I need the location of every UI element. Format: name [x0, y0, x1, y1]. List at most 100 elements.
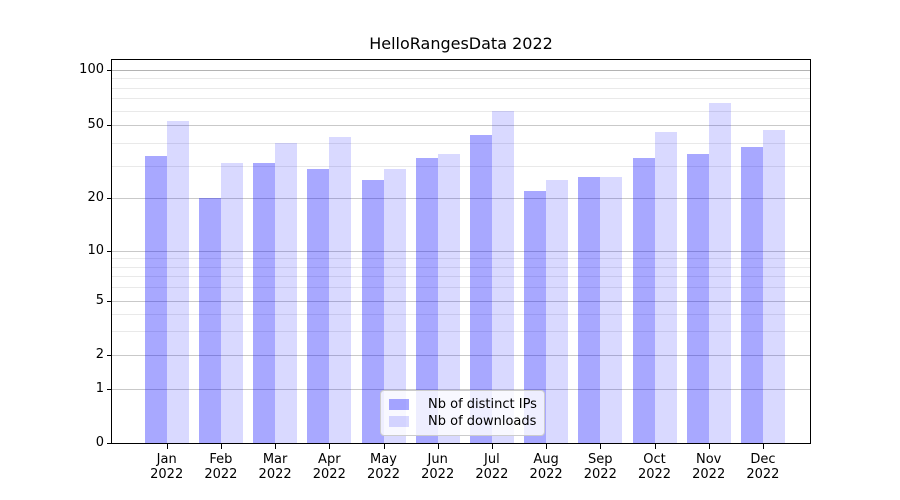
bar-nov-downloads: [708, 103, 731, 443]
gridline-major-1: [112, 388, 810, 390]
y-tick-label-1: 1: [95, 380, 104, 396]
gridline-minor-6: [112, 287, 810, 289]
x-label-year-dec: 2022: [746, 467, 780, 482]
x-label-month-aug: Aug: [533, 452, 559, 467]
x-label-month-oct: Oct: [643, 452, 666, 467]
bar-oct-distinct-ips: [632, 158, 655, 443]
bar-dec-distinct-ips: [740, 147, 763, 443]
bar-aug-distinct-ips: [524, 190, 547, 443]
gridline-major-50: [112, 125, 810, 127]
x-label-year-jun: 2022: [421, 467, 455, 482]
plot-area: Nb of distinct IPs Nb of downloads: [111, 59, 811, 444]
gridline-minor-40: [112, 143, 810, 144]
x-tick-jun: [437, 444, 439, 449]
bar-aug-downloads: [546, 180, 569, 443]
x-label-year-jul: 2022: [475, 467, 509, 482]
x-tick-label-jul: Jul 2022: [457, 452, 527, 482]
x-label-year-feb: 2022: [204, 467, 238, 482]
x-label-month-jan: Jan: [156, 452, 177, 467]
bar-mar-distinct-ips: [253, 163, 276, 443]
gridline-minor-4: [112, 313, 810, 315]
gridline-major-10: [112, 250, 810, 252]
x-tick-label-may: May 2022: [349, 452, 419, 482]
x-label-month-nov: Nov: [696, 452, 722, 467]
gridline-minor-9: [112, 258, 810, 260]
y-tick-10: [107, 250, 112, 252]
x-tick-feb: [220, 444, 222, 449]
x-tick-oct: [654, 444, 656, 449]
gridline-major-20: [112, 198, 810, 200]
legend-swatch-downloads: [389, 416, 409, 427]
y-tick-2: [107, 355, 112, 357]
x-label-year-oct: 2022: [637, 467, 672, 482]
x-label-month-mar: Mar: [262, 452, 288, 467]
bar-jan-distinct-ips: [144, 156, 167, 443]
gridline-minor-70: [112, 98, 810, 100]
x-tick-label-apr: Apr 2022: [294, 452, 364, 482]
gridline-minor-90: [112, 78, 810, 80]
y-tick-20: [107, 198, 112, 200]
bar-jun-downloads: [437, 153, 460, 443]
x-label-month-apr: Apr: [318, 452, 341, 467]
x-tick-jul: [491, 444, 493, 449]
gridline-minor-7: [112, 276, 810, 278]
y-tick-label-2: 2: [95, 347, 104, 363]
y-tick-label-5: 5: [95, 292, 104, 308]
bar-dec-downloads: [762, 130, 785, 443]
y-tick-label-0: 0: [95, 435, 104, 450]
y-tick-label-20: 20: [87, 190, 104, 206]
bar-may-distinct-ips: [361, 180, 384, 443]
x-label-month-sep: Sep: [588, 452, 613, 467]
x-label-month-dec: Dec: [750, 452, 776, 467]
chart-title: HelloRangesData 2022: [369, 34, 553, 53]
bar-feb-distinct-ips: [198, 198, 221, 443]
x-tick-aug: [546, 444, 548, 449]
bar-jul-downloads: [491, 110, 514, 443]
bar-sep-distinct-ips: [578, 177, 601, 443]
x-tick-label-dec: Dec 2022: [728, 452, 798, 482]
legend-row-downloads: Nb of downloads: [389, 414, 536, 429]
y-tick-50: [107, 125, 112, 127]
x-tick-mar: [275, 444, 277, 449]
x-label-month-jun: Jun: [427, 452, 448, 467]
bar-may-downloads: [383, 168, 406, 443]
gridline-minor-3: [112, 331, 810, 333]
gridline-minor-60: [112, 110, 810, 112]
bar-jul-distinct-ips: [469, 135, 492, 443]
gridline-minor-30: [112, 165, 810, 167]
legend-row-distinct-ips: Nb of distinct IPs: [389, 397, 537, 412]
x-label-year-nov: 2022: [692, 467, 726, 482]
x-tick-label-jan: Jan 2022: [132, 452, 202, 482]
y-tick-label-10: 10: [87, 242, 104, 258]
y-tick-1: [107, 388, 112, 390]
y-tick-label-100: 100: [79, 62, 104, 77]
x-label-year-jan: 2022: [150, 467, 184, 482]
bar-feb-downloads: [220, 163, 243, 443]
x-label-month-may: May: [370, 452, 397, 467]
gridline-minor-8: [112, 266, 810, 268]
legend: Nb of distinct IPs Nb of downloads: [380, 390, 545, 436]
x-tick-dec: [762, 444, 764, 449]
bar-apr-distinct-ips: [307, 168, 330, 443]
bar-jan-downloads: [166, 120, 189, 443]
x-label-year-mar: 2022: [258, 467, 292, 482]
bar-oct-downloads: [654, 131, 677, 443]
x-tick-label-mar: Mar 2022: [240, 452, 310, 482]
gridline-major-5: [112, 300, 810, 302]
gridline-minor-80: [112, 87, 810, 89]
x-tick-label-oct: Oct 2022: [620, 452, 690, 482]
y-tick-label-50: 50: [87, 117, 104, 133]
bar-jun-distinct-ips: [415, 158, 438, 443]
x-tick-apr: [329, 444, 331, 449]
legend-label-downloads: Nb of downloads: [428, 414, 537, 429]
y-tick-100: [107, 70, 112, 71]
y-tick-0: [107, 443, 112, 444]
bar-sep-downloads: [600, 177, 623, 443]
x-tick-sep: [600, 444, 602, 449]
legend-swatch-distinct-ips: [389, 399, 409, 410]
x-label-month-feb: Feb: [209, 452, 233, 467]
bar-nov-distinct-ips: [686, 153, 709, 443]
x-tick-label-aug: Aug 2022: [511, 452, 581, 482]
x-tick-label-jun: Jun 2022: [403, 452, 473, 482]
